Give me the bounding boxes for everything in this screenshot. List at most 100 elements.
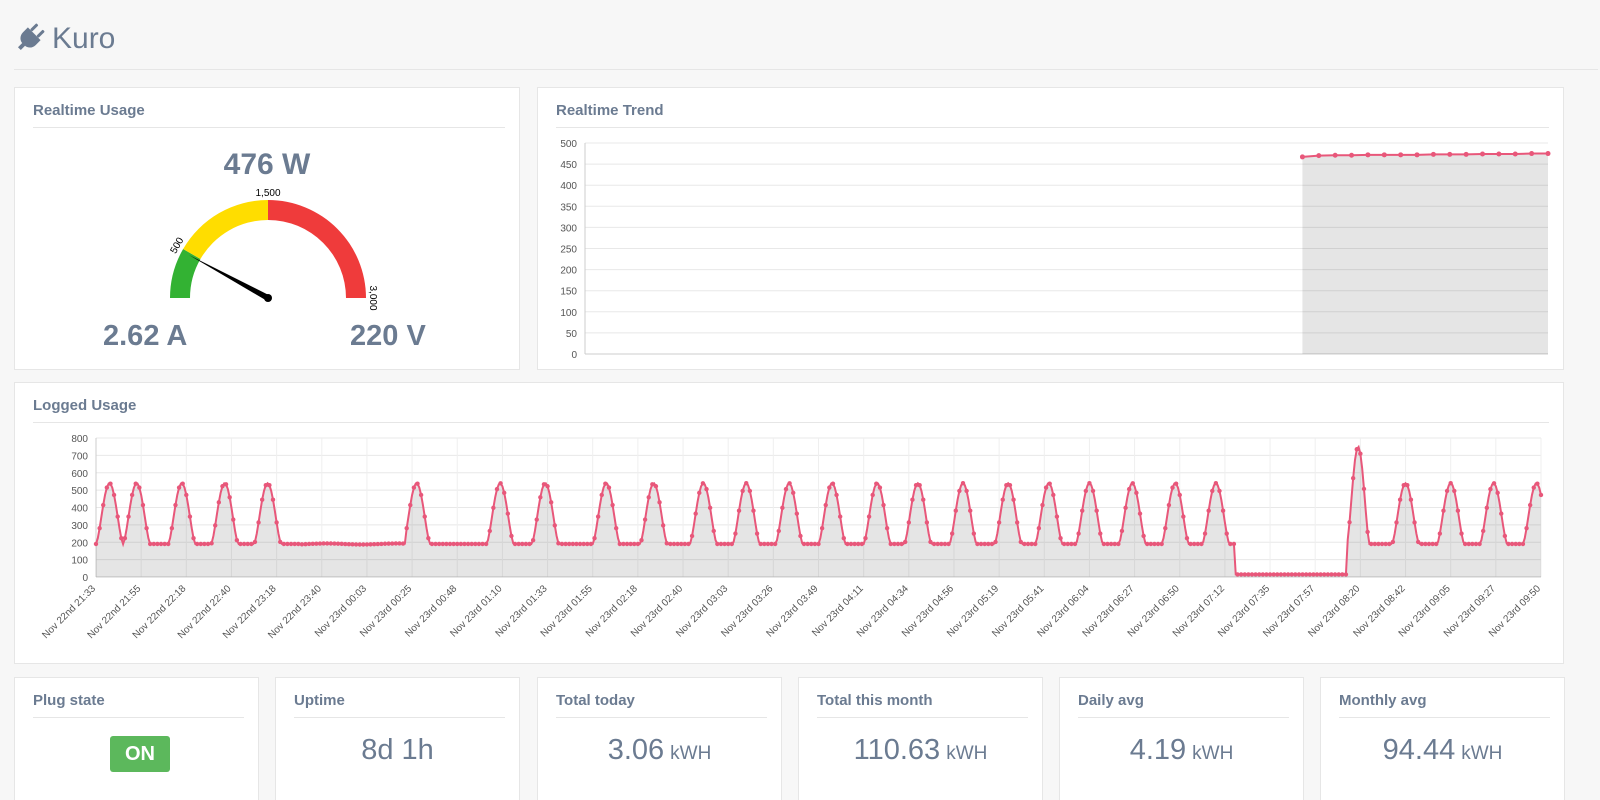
logged-point [917,482,922,488]
realtime-trend-chart: 0 50 100 150 200 250 300 350 400 450 500 [560,139,1551,361]
logged-point [321,541,326,546]
plug-icon [17,23,45,51]
logged-point [1311,572,1316,577]
logged-point [166,541,171,547]
logged-point [563,541,568,547]
logged-point [1007,482,1013,488]
stat-daily-avg: Daily avg 4.19 kWH [1059,677,1304,800]
logged-point [400,541,406,546]
logged-point [747,488,753,494]
logged-point [379,541,384,547]
logged-point [1340,572,1345,577]
current-reading: 2.62 A [103,320,188,352]
logged-point [1217,488,1222,494]
logged-point [1123,505,1128,511]
logged-point [220,484,225,489]
trend-point [1332,152,1338,158]
trend-y-tick: 450 [560,160,577,171]
logged-point [1358,451,1363,456]
logged-point [1412,520,1417,525]
logged-point [538,495,543,500]
app-title: Kuro [52,22,116,55]
logged-point [736,508,742,513]
logged-point [1220,508,1226,513]
logged-point [231,517,236,522]
logged-point [256,520,261,525]
logged-point [1260,572,1266,577]
stat-title: Uptime [294,692,505,718]
logged-point [787,481,792,486]
logged-point [1134,490,1139,496]
logged-point [1430,541,1435,547]
logged-point [1061,541,1067,547]
logged-point [252,539,258,545]
logged-point [1249,572,1255,577]
plug-state-badge[interactable]: ON [110,736,170,772]
trend-point [1414,152,1420,158]
logged-point [769,541,774,547]
logged-point [259,497,265,502]
logged-point [964,488,969,494]
logged-point [137,485,142,490]
logged-point [1491,481,1497,486]
logged-point [1108,541,1114,547]
logged-point [368,542,373,547]
logged-point [433,541,438,547]
logged-point [502,490,507,496]
logged-y-tick: 500 [71,486,88,497]
logged-point [523,541,529,547]
logged-point [1159,541,1164,547]
logged-point [436,541,442,547]
logged-usage-panel: Logged Usage 0 100 200 300 400 500 600 700 800 No… [14,382,1564,664]
logged-point [270,497,276,502]
logged-point [856,541,861,547]
logged-point [1524,526,1529,531]
logged-point [534,517,539,522]
logged-point [646,495,651,500]
logged-point [1210,488,1215,494]
stat-value: 3.06 kWH [538,734,781,767]
logged-point [928,539,933,545]
trend-y-tick: 0 [571,350,577,361]
trend-y-tick: 100 [560,308,577,319]
logged-point [975,541,980,547]
gauge-tick-3000: 3,000 [367,285,378,310]
logged-point [375,541,380,547]
stat-number: 8d 1h [361,734,434,766]
logged-point [198,541,203,547]
logged-point [939,541,944,547]
logged-point [657,500,662,505]
logged-point [823,502,828,508]
logged-point [1506,541,1511,547]
trend-point [1463,151,1469,157]
logged-point [552,523,557,528]
logged-point [758,541,763,547]
trend-y-tick: 250 [560,245,577,256]
logged-point [397,541,402,546]
logged-point [614,526,619,531]
logged-point [874,481,879,486]
logged-point [1090,488,1096,494]
logged-point [1155,541,1161,547]
logged-point [765,541,771,547]
logged-point [715,541,720,547]
logged-y-tick: 700 [71,451,88,462]
logged-point [129,492,135,498]
logged-point [1405,482,1410,488]
logged-point [1466,541,1471,547]
logged-point [444,541,449,547]
logged-point [440,541,445,547]
logged-point [1126,486,1132,492]
logged-point [848,541,854,547]
logged-point [794,511,800,516]
logged-point [1477,541,1482,547]
logged-point [892,541,897,547]
logged-point [895,541,901,547]
logged-point [1047,481,1052,486]
logged-point [780,505,785,511]
logged-point [288,541,294,547]
logged-point [599,492,604,498]
logged-point [942,541,948,547]
logged-point [520,541,525,547]
